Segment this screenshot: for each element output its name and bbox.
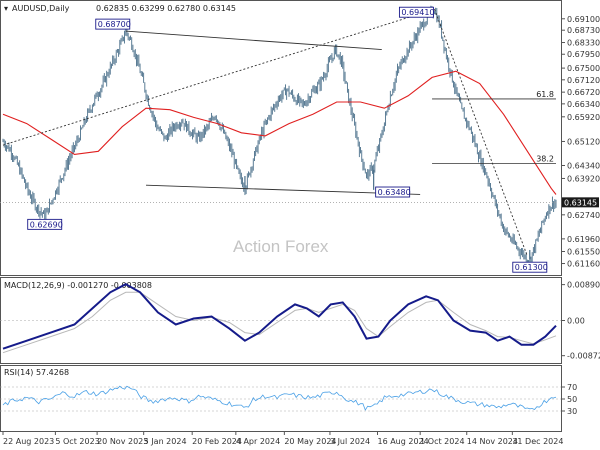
- dashed-trendline: [2, 8, 435, 146]
- rsi-axis-tick-label: 50: [567, 395, 577, 404]
- trendline: [146, 184, 421, 195]
- price-axis-tick-label: 0.61160: [567, 260, 600, 269]
- macd-signal-line: [2, 291, 557, 354]
- price-annotation-box: [398, 6, 434, 18]
- price-axis-tick-label: 0.68730: [567, 26, 600, 35]
- trendline: [125, 30, 383, 51]
- fib-level-label: 61.8: [536, 90, 554, 99]
- moving-average-line: [2, 70, 557, 195]
- price-annotation-label: 0.63480: [378, 188, 411, 197]
- date-axis-tick-label: 22 Aug 2023: [3, 437, 54, 446]
- price-series-layer: [2, 5, 557, 266]
- price-axis-tick-label: 0.61550: [567, 248, 600, 257]
- price-axis-tick-label: 0.65120: [567, 137, 600, 146]
- date-axis-tick-label: 16 Aug 2024: [377, 437, 428, 446]
- price-panel: [0, 0, 562, 276]
- date-axis-tick-label: 20 Nov 2023: [97, 437, 148, 446]
- price-annotation-label: 0.61300: [515, 263, 548, 272]
- date-axis-tick-label: 20 May 2024: [284, 437, 336, 446]
- price-axis-tick-label: 0.66720: [567, 88, 600, 97]
- axis-layer: 0.69100 0.68730 0.68330 0.67950 0.67500 0.671…: [2, 15, 600, 446]
- watermark: Action Forex: [233, 237, 329, 256]
- price-axis-tick-label: 0.64340: [567, 162, 600, 171]
- price-annotation-box: [512, 261, 548, 273]
- price-axis-tick-label: 0.62740: [567, 211, 600, 220]
- price-axis-tick-label: 0.61960: [567, 235, 600, 244]
- macd-series-layer: [0, 283, 561, 354]
- symbol-label: AUDUSD,Daily: [12, 4, 70, 13]
- rsi-axis-tick-label: 30: [567, 407, 577, 416]
- price-axis-tick-label: 0.69100: [567, 15, 600, 24]
- current-price-tag: [562, 197, 599, 208]
- ohlc-header: 0.62835 0.63299 0.62780 0.63145: [96, 4, 236, 13]
- date-axis-tick-label: 3 Jul 2024: [330, 437, 370, 446]
- macd-axis-tick-label: 0.008901: [567, 281, 600, 290]
- date-axis-tick-label: 31 Dec 2024: [512, 437, 563, 446]
- current-price-label: 0.63145: [564, 198, 597, 207]
- date-axis-tick-label: 4 Apr 2024: [236, 437, 280, 446]
- rsi-series-layer: [0, 385, 561, 412]
- macd-title: MACD(12,26,9) -0.001270 -0.003808: [4, 281, 152, 290]
- price-axis-tick-label: 0.65920: [567, 113, 600, 122]
- price-annotation-label: 0.68700: [98, 20, 131, 29]
- rsi-panel: [0, 365, 562, 432]
- date-axis-tick-label: 14 Nov 2024: [467, 437, 518, 446]
- price-annotation-box: [27, 218, 63, 230]
- price-annotation-box: [375, 186, 411, 198]
- rsi-title: RSI(14) 57.4268: [4, 368, 69, 377]
- chart-menu-arrow[interactable]: ▾: [4, 4, 8, 13]
- date-axis-tick-label: 5 Jan 2024: [144, 437, 187, 446]
- date-axis-tick-label: 1 Oct 2024: [420, 437, 464, 446]
- price-annotation-label: 0.69410: [401, 8, 434, 17]
- rsi-line: [2, 385, 557, 411]
- price-axis-tick-label: 0.67500: [567, 64, 600, 73]
- macd-axis-tick-label: 0.00: [567, 317, 585, 326]
- annotation-layer: 61.8 38.2 0.63145 0.62690 0.68700 0.69410 0.63…: [0, 6, 599, 273]
- price-axis-tick-label: 0.63920: [567, 174, 600, 183]
- rsi-axis-tick-label: 70: [567, 383, 577, 392]
- macd-axis-tick-label: -0.008729: [567, 352, 600, 361]
- fib-level-label: 38.2: [536, 155, 554, 164]
- macd-line: [2, 283, 557, 350]
- price-annotation-box: [95, 18, 131, 30]
- date-axis-tick-label: 5 Oct 2023: [55, 437, 99, 446]
- price-axis-tick-label: 0.68330: [567, 39, 600, 48]
- price-annotation-label: 0.62690: [30, 220, 63, 229]
- price-axis-tick-label: 0.67120: [567, 76, 600, 85]
- price-axis-tick-label: 0.67950: [567, 50, 600, 59]
- date-axis-tick-label: 20 Feb 2024: [192, 437, 242, 446]
- price-axis-tick-label: 0.66340: [567, 100, 600, 109]
